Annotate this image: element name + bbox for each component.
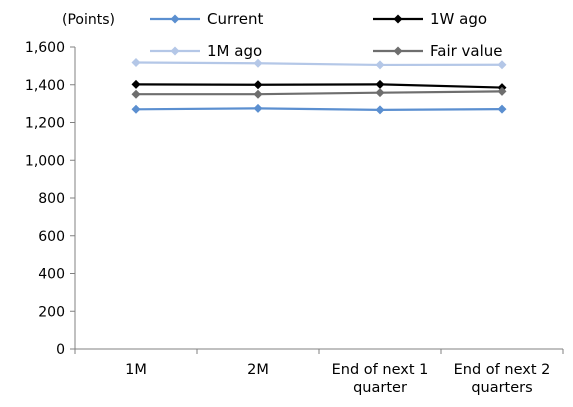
legend-label: 1M ago [207, 42, 262, 60]
x-tick-label: 2M [247, 362, 269, 378]
legend-item-1w-ago: 1W ago [373, 10, 487, 28]
series-current [131, 103, 507, 115]
data-point-1m-ago [253, 58, 263, 68]
data-point-fair-value [131, 89, 141, 99]
series-1m-ago [131, 57, 507, 70]
y-axis-ticks: 0 200 400 600 800 1,000 1,200 1,400 1,600 [25, 40, 75, 358]
y-tick-label: 1,000 [25, 153, 65, 169]
series-1w-ago [131, 79, 507, 93]
x-tick-label: End of next 1 quarter [332, 362, 429, 396]
legend-swatch-marker [393, 46, 403, 56]
y-unit-label: (Points) [62, 12, 115, 28]
data-point-fair-value [497, 86, 507, 96]
data-point-current [131, 104, 141, 114]
series-line-current [135, 107, 503, 111]
data-point-current [375, 105, 385, 115]
legend-item-1m-ago: 1M ago [150, 42, 262, 60]
legend-label: Fair value [430, 42, 503, 60]
y-tick-label: 0 [56, 342, 65, 358]
y-tick-label: 1,400 [25, 78, 65, 94]
data-point-1m-ago [497, 60, 507, 70]
y-tick-label: 600 [38, 229, 65, 245]
data-point-1w-ago [375, 79, 385, 89]
legend-label: 1W ago [430, 10, 487, 28]
y-tick-label: 800 [38, 191, 65, 207]
data-point-1w-ago [253, 80, 263, 90]
x-axis-ticks: 1M 2M End of next 1 quarter End of next 2 qua… [74, 349, 564, 396]
y-tick-label: 200 [38, 304, 65, 320]
data-point-1m-ago [131, 57, 141, 67]
data-point-fair-value [375, 88, 385, 98]
series-line-1w-ago [135, 83, 503, 89]
data-point-current [497, 104, 507, 114]
y-tick-label: 400 [38, 267, 65, 283]
legend-label: Current [207, 10, 263, 28]
series-line-1m-ago [135, 61, 503, 67]
series-line-fair-value [136, 90, 503, 96]
legend-swatch-marker [393, 14, 403, 24]
data-point-1m-ago [375, 60, 385, 70]
data-point-1w-ago [131, 79, 141, 89]
data-point-fair-value [253, 89, 263, 99]
data-point-current [253, 103, 263, 113]
y-tick-label: 1,200 [25, 116, 65, 132]
series-layer [131, 57, 507, 115]
series-fair-value [131, 86, 507, 99]
x-tick-label: End of next 2 quarters [454, 362, 551, 396]
legend: Current 1W ago 1M ago Fair value [150, 10, 503, 60]
legend-item-fair-value: Fair value [373, 42, 503, 60]
legend-swatch-marker [170, 14, 180, 24]
legend-swatch-marker [170, 46, 180, 56]
y-tick-label: 1,600 [25, 40, 65, 56]
x-tick-label: 1M [125, 362, 147, 378]
legend-item-current: Current [150, 10, 263, 28]
